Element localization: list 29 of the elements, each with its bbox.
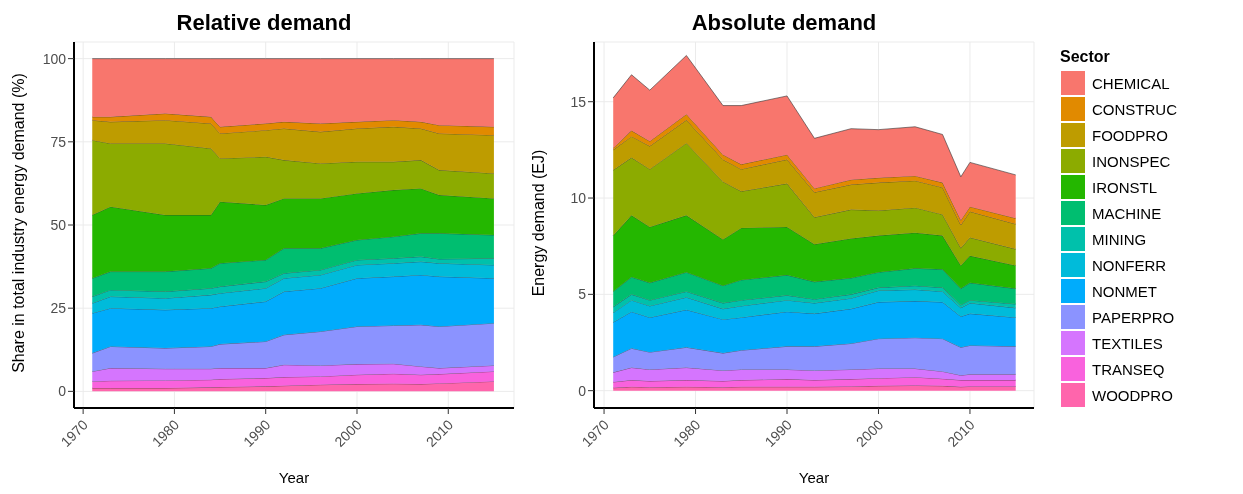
legend-label: PAPERPRO	[1092, 308, 1175, 326]
legend-title: Sector	[1060, 48, 1111, 66]
legend-label: IRONSTL	[1092, 178, 1158, 196]
chart-title: Relative demand	[175, 9, 353, 37]
y-axis-title: Share in total industry energy demand (%)	[10, 73, 28, 373]
legend-label: NONFERR	[1092, 256, 1167, 274]
y-tick-label: 0	[58, 383, 67, 400]
legend-label: CONSTRUC	[1092, 100, 1177, 118]
y-axis-title: Energy demand (EJ)	[530, 149, 548, 297]
legend-label: WOODPRO	[1092, 386, 1173, 404]
y-tick-label: 100	[42, 50, 67, 67]
legend-label: MACHINE	[1092, 204, 1162, 222]
y-tick-label: 25	[50, 300, 67, 317]
y-tick-label: 5	[578, 286, 587, 303]
x-axis-title: Year	[277, 469, 311, 486]
chart-title: Absolute demand	[690, 9, 878, 37]
y-tick-label: 0	[578, 382, 587, 399]
x-axis-title: Year	[797, 469, 831, 486]
y-tick-label: 15	[570, 93, 587, 110]
y-tick-label: 50	[50, 216, 67, 233]
y-tick-label: 75	[50, 133, 67, 150]
legend-label: FOODPRO	[1092, 126, 1168, 144]
legend-label: INONSPEC	[1092, 152, 1171, 170]
legend-label: NONMET	[1092, 282, 1157, 300]
y-tick-label: 10	[570, 190, 587, 206]
legend-label: TRANSEQ	[1092, 360, 1165, 378]
legend-label: TEXTILES	[1092, 334, 1163, 352]
legend-label: MINING	[1092, 230, 1147, 248]
legend-label: CHEMICAL	[1092, 74, 1170, 92]
